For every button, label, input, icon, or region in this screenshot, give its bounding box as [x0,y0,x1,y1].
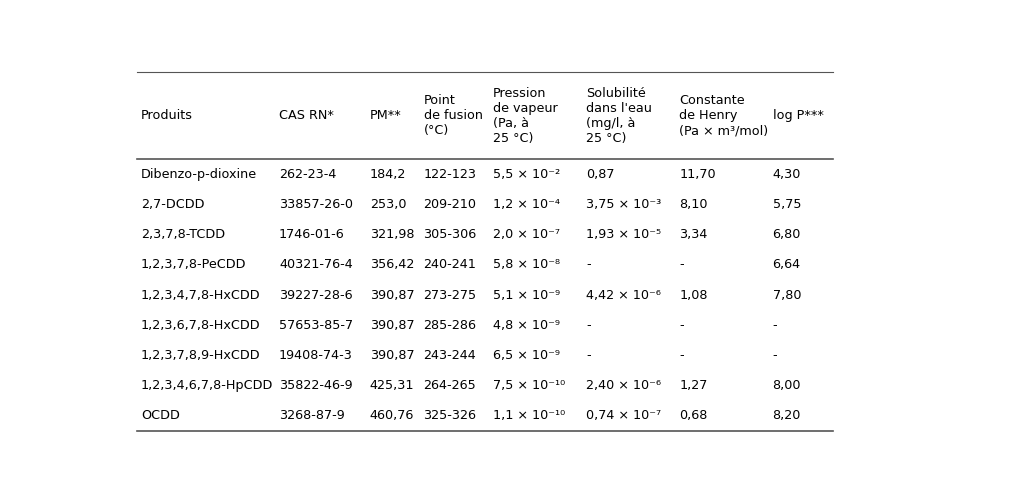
Text: Produits: Produits [141,109,193,122]
Text: 2,7-DCDD: 2,7-DCDD [141,198,204,211]
Text: 3,75 × 10⁻³: 3,75 × 10⁻³ [586,198,661,211]
Text: 3,34: 3,34 [680,228,708,241]
Text: 8,20: 8,20 [772,410,801,422]
Text: Pression
de vapeur
(Pa, à
25 °C): Pression de vapeur (Pa, à 25 °C) [493,87,557,145]
Text: 1,2,3,7,8,9-HxCDD: 1,2,3,7,8,9-HxCDD [141,349,261,362]
Text: 262-23-4: 262-23-4 [279,168,336,181]
Text: 425,31: 425,31 [370,379,415,392]
Text: 40321-76-4: 40321-76-4 [279,258,353,271]
Text: -: - [680,349,684,362]
Text: 122-123: 122-123 [424,168,477,181]
Text: 1,1 × 10⁻¹⁰: 1,1 × 10⁻¹⁰ [493,410,566,422]
Text: 243-244: 243-244 [424,349,476,362]
Text: 264-265: 264-265 [424,379,476,392]
Text: -: - [772,349,777,362]
Text: log P***: log P*** [772,109,823,122]
Text: 7,5 × 10⁻¹⁰: 7,5 × 10⁻¹⁰ [493,379,566,392]
Text: 7,80: 7,80 [772,288,801,301]
Text: 3268-87-9: 3268-87-9 [279,410,344,422]
Text: -: - [680,319,684,332]
Text: 1,2,3,4,7,8-HxCDD: 1,2,3,4,7,8-HxCDD [141,288,261,301]
Text: 0,74 × 10⁻⁷: 0,74 × 10⁻⁷ [586,410,661,422]
Text: 6,64: 6,64 [772,258,801,271]
Text: 2,40 × 10⁻⁶: 2,40 × 10⁻⁶ [586,379,661,392]
Text: OCDD: OCDD [141,410,179,422]
Text: 1,2 × 10⁻⁴: 1,2 × 10⁻⁴ [493,198,560,211]
Text: -: - [586,258,591,271]
Text: 1746-01-6: 1746-01-6 [279,228,344,241]
Text: Point
de fusion
(°C): Point de fusion (°C) [424,94,483,137]
Text: 39227-28-6: 39227-28-6 [279,288,353,301]
Text: 5,5 × 10⁻²: 5,5 × 10⁻² [493,168,560,181]
Text: 390,87: 390,87 [370,349,415,362]
Text: 4,42 × 10⁻⁶: 4,42 × 10⁻⁶ [586,288,661,301]
Text: 2,3,7,8-TCDD: 2,3,7,8-TCDD [141,228,225,241]
Text: 240-241: 240-241 [424,258,477,271]
Text: 19408-74-3: 19408-74-3 [279,349,353,362]
Text: 6,5 × 10⁻⁹: 6,5 × 10⁻⁹ [493,349,560,362]
Text: 6,80: 6,80 [772,228,801,241]
Text: 4,30: 4,30 [772,168,801,181]
Text: Solubilité
dans l'eau
(mg/l, à
25 °C): Solubilité dans l'eau (mg/l, à 25 °C) [586,87,652,145]
Text: 0,68: 0,68 [680,410,708,422]
Text: 460,76: 460,76 [370,410,414,422]
Text: -: - [586,349,591,362]
Text: -: - [772,319,777,332]
Text: 273-275: 273-275 [424,288,477,301]
Text: 1,2,3,7,8-PeCDD: 1,2,3,7,8-PeCDD [141,258,247,271]
Text: 2,0 × 10⁻⁷: 2,0 × 10⁻⁷ [493,228,560,241]
Text: 1,08: 1,08 [680,288,708,301]
Text: 285-286: 285-286 [424,319,477,332]
Text: 5,8 × 10⁻⁸: 5,8 × 10⁻⁸ [493,258,560,271]
Text: PM**: PM** [370,109,401,122]
Text: 209-210: 209-210 [424,198,477,211]
Text: 57653-85-7: 57653-85-7 [279,319,354,332]
Text: 1,2,3,6,7,8-HxCDD: 1,2,3,6,7,8-HxCDD [141,319,261,332]
Text: CAS RN*: CAS RN* [279,109,334,122]
Text: 184,2: 184,2 [370,168,407,181]
Text: 390,87: 390,87 [370,319,415,332]
Text: Constante
de Henry
(Pa × m³/mol): Constante de Henry (Pa × m³/mol) [680,94,768,137]
Text: 0,87: 0,87 [586,168,614,181]
Text: 253,0: 253,0 [370,198,407,211]
Text: 1,2,3,4,6,7,8-HpCDD: 1,2,3,4,6,7,8-HpCDD [141,379,273,392]
Text: 5,75: 5,75 [772,198,801,211]
Text: 1,93 × 10⁻⁵: 1,93 × 10⁻⁵ [586,228,661,241]
Text: 35822-46-9: 35822-46-9 [279,379,353,392]
Text: 8,00: 8,00 [772,379,801,392]
Text: 1,27: 1,27 [680,379,708,392]
Text: 305-306: 305-306 [424,228,477,241]
Text: -: - [586,319,591,332]
Text: 33857-26-0: 33857-26-0 [279,198,353,211]
Text: 356,42: 356,42 [370,258,414,271]
Text: 8,10: 8,10 [680,198,708,211]
Text: 11,70: 11,70 [680,168,716,181]
Text: -: - [680,258,684,271]
Text: 325-326: 325-326 [424,410,477,422]
Text: 4,8 × 10⁻⁹: 4,8 × 10⁻⁹ [493,319,560,332]
Text: 321,98: 321,98 [370,228,415,241]
Text: Dibenzo-p-dioxine: Dibenzo-p-dioxine [141,168,257,181]
Text: 5,1 × 10⁻⁹: 5,1 × 10⁻⁹ [493,288,560,301]
Text: 390,87: 390,87 [370,288,415,301]
